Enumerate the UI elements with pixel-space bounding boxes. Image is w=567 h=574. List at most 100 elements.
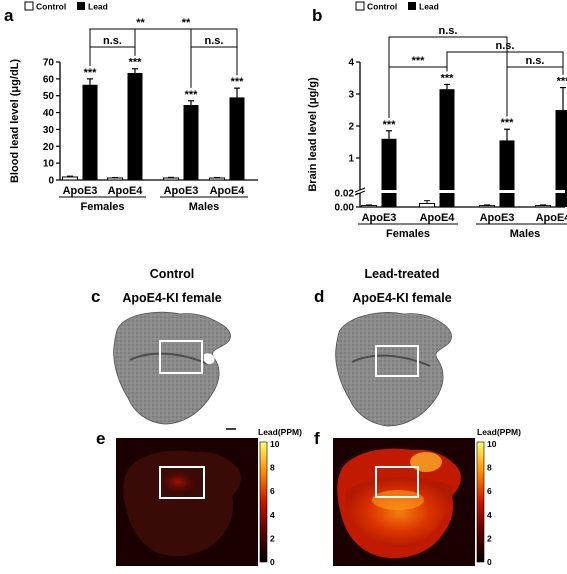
colorbar-tick-label: 8 (487, 463, 492, 473)
significance-bracket (507, 67, 563, 116)
legend-a: Control Lead (25, 2, 108, 12)
y-tick-label: 0.02 (335, 189, 355, 200)
bracket-label: n.s. (526, 55, 545, 67)
bracket-label: *** (412, 55, 426, 67)
colorbar-tick-label: 2 (270, 533, 275, 543)
legend-control-swatch (25, 2, 33, 10)
bar-lead (83, 85, 98, 180)
significance-bracket (389, 67, 447, 118)
bar-control (210, 178, 225, 180)
x-category-label: ApoE3 (63, 185, 98, 197)
legend-lead-swatch (77, 2, 85, 10)
significance-label: *** (383, 119, 397, 131)
bar-control (63, 177, 78, 180)
y-axis-title: Blood lead level (μg/dL) (9, 59, 21, 183)
legend-control-label: Control (36, 2, 66, 12)
colorbar-tick-label: 6 (270, 486, 275, 496)
y-axis-title: Brain lead level (μg/g) (307, 77, 319, 192)
panel-letter-f: f (314, 429, 320, 448)
legend-lead-label: Lead (419, 2, 439, 12)
y-tick-label: 50 (43, 91, 55, 102)
panel-letter-a: a (4, 6, 14, 25)
y-tick-label: 4 (348, 58, 354, 69)
bar-lead (440, 89, 455, 207)
y-tick-label: 30 (43, 125, 55, 136)
panel-letter-d: d (314, 287, 324, 306)
bar-control (536, 206, 551, 207)
x-category-label: ApoE4 (536, 212, 567, 224)
group-label: Females (80, 201, 124, 213)
y-tick-label: 3 (348, 90, 354, 101)
bracket-label: ** (136, 17, 145, 29)
y-tick-label: 10 (43, 159, 55, 170)
bar-lead (230, 97, 245, 180)
x-category-label: ApoE4 (420, 212, 456, 224)
colorbar-tick-label: 10 (487, 439, 497, 449)
colorbar-tick-label: 10 (270, 439, 280, 449)
heatmap-hotspot (156, 468, 200, 496)
legend-b: Control Lead (356, 2, 439, 12)
x-category-label: ApoE4 (108, 185, 144, 197)
colorbar-title-f: Lead(PPM) (477, 427, 521, 437)
y-tick-label: 40 (43, 108, 55, 119)
brain-section-lead (336, 313, 452, 426)
y-tick-label: 1 (348, 154, 354, 165)
bar-lead (128, 73, 143, 180)
panel-letter-e: e (96, 429, 105, 448)
legend-control-swatch (356, 2, 364, 10)
brain-slice-shape (114, 312, 231, 424)
bar-lead (184, 105, 199, 180)
colorbar-e (260, 442, 267, 562)
chart-b: 0.00 0.02 1 2 3 4 Brain lead level (μg/g) *** Ap… (307, 25, 567, 240)
colorbar-title-e: Lead(PPM) (258, 427, 302, 437)
bar-control (480, 206, 495, 207)
bracket-label: n.s. (205, 35, 224, 47)
x-category-label: ApoE4 (210, 185, 246, 197)
axis-break-gap (355, 190, 565, 193)
bracket-label: n.s. (439, 25, 458, 37)
brain-slice-shape (336, 313, 452, 426)
panel-letter-c: c (91, 287, 100, 306)
legend-control-label: Control (367, 2, 397, 12)
heatmap-hotspot (410, 452, 442, 472)
bar-control (362, 206, 377, 207)
bar-control (108, 178, 123, 180)
bracket-label: n.s. (496, 40, 515, 52)
x-category-label: ApoE3 (480, 212, 515, 224)
group-label: Males (189, 201, 220, 213)
colorbar-tick-label: 0 (270, 557, 275, 567)
caption-c-line2: ApoE4-KI female (122, 291, 221, 305)
heatmap-hotspot (372, 490, 424, 510)
y-tick-label: 60 (43, 74, 55, 85)
significance-label: *** (129, 57, 143, 69)
significance-label: *** (231, 76, 245, 88)
colorbar-tick-label: 2 (487, 533, 492, 543)
bar-control (164, 178, 179, 180)
significance-label: *** (557, 76, 567, 88)
y-tick-label: 0 (48, 176, 54, 187)
y-tick-label: 2 (348, 122, 354, 133)
y-tick-label: 70 (43, 58, 55, 69)
panel-letter-b: b (312, 6, 322, 25)
significance-label: *** (441, 72, 455, 84)
significance-label: *** (84, 67, 98, 79)
group-label: Males (510, 228, 541, 240)
y-tick-label: 0.00 (335, 203, 355, 214)
legend-lead-label: Lead (88, 2, 108, 12)
significance-label: *** (185, 89, 199, 101)
bar-control (420, 204, 435, 208)
significance-label: *** (501, 117, 515, 129)
brain-section-control (114, 312, 236, 429)
bracket-label: n.s. (103, 35, 122, 47)
caption-c-line1: Control (150, 267, 194, 281)
x-category-label: ApoE3 (164, 185, 199, 197)
bar-lead (382, 139, 397, 207)
caption-d-line1: Lead-treated (364, 267, 439, 281)
